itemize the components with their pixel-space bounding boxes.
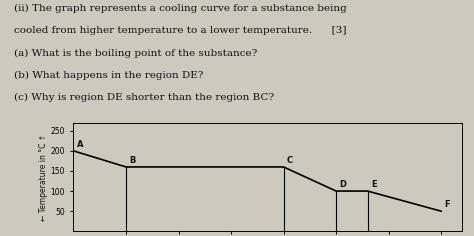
Text: (a) What is the boiling point of the substance?: (a) What is the boiling point of the sub… — [14, 48, 257, 58]
Text: D: D — [339, 180, 346, 189]
Text: C: C — [287, 156, 293, 165]
Text: (ii) The graph represents a cooling curve for a substance being: (ii) The graph represents a cooling curv… — [14, 4, 347, 13]
Text: (b) What happens in the region DE?: (b) What happens in the region DE? — [14, 71, 204, 80]
Text: cooled from higher temperature to a lower temperature.      [3]: cooled from higher temperature to a lowe… — [14, 26, 346, 35]
Y-axis label: ← Temperature in °C ↑: ← Temperature in °C ↑ — [39, 133, 48, 221]
Text: A: A — [77, 140, 83, 149]
Text: B: B — [129, 156, 136, 165]
Text: F: F — [444, 200, 450, 209]
Text: (c) Why is region DE shorter than the region BC?: (c) Why is region DE shorter than the re… — [14, 93, 274, 102]
Text: E: E — [371, 180, 376, 189]
